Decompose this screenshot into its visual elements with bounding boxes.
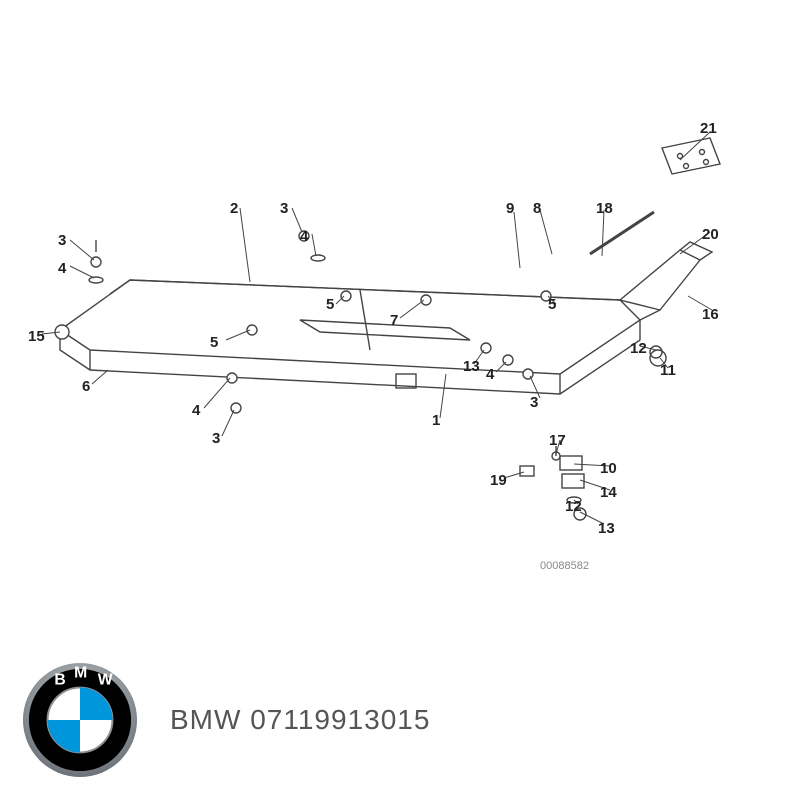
callout-5: 5 <box>326 296 334 313</box>
callout-1: 1 <box>432 412 440 429</box>
callout-13: 13 <box>463 358 480 375</box>
part-label: BMW 07119913015 <box>170 704 430 736</box>
callout-20: 20 <box>702 226 719 243</box>
callout-19: 19 <box>490 472 507 489</box>
callout-21: 21 <box>700 120 717 137</box>
callout-5: 5 <box>548 296 556 313</box>
callout-3: 3 <box>212 430 220 447</box>
svg-text:W: W <box>98 672 113 689</box>
callout-15: 15 <box>28 328 45 345</box>
callout-3: 3 <box>530 394 538 411</box>
callout-3: 3 <box>280 200 288 217</box>
svg-text:B: B <box>54 672 65 689</box>
callout-16: 16 <box>702 306 719 323</box>
callout-5: 5 <box>210 334 218 351</box>
callout-10: 10 <box>600 460 617 477</box>
callout-12: 12 <box>565 498 582 515</box>
bmw-logo: B M W <box>20 660 140 780</box>
callout-4: 4 <box>300 228 308 245</box>
svg-text:M: M <box>74 665 87 682</box>
callout-11: 11 <box>660 362 676 379</box>
parts-diagram: 1233334444555678910111212131314151617181… <box>0 0 800 640</box>
callout-3: 3 <box>58 232 66 249</box>
footer: B M W BMW 07119913015 <box>0 640 800 800</box>
callout-12: 12 <box>630 340 647 357</box>
callout-4: 4 <box>486 366 494 383</box>
diagram-svg <box>0 0 800 640</box>
callout-14: 14 <box>600 484 617 501</box>
callout-8: 8 <box>533 200 541 217</box>
callout-2: 2 <box>230 200 238 217</box>
callout-4: 4 <box>58 260 66 277</box>
callout-6: 6 <box>82 378 90 395</box>
brand-text: BMW <box>170 704 241 735</box>
part-number-text: 07119913015 <box>250 704 430 735</box>
diagram-reference-number: 00088582 <box>540 560 589 572</box>
callout-7: 7 <box>390 312 398 329</box>
callout-4: 4 <box>192 402 200 419</box>
callout-18: 18 <box>596 200 613 217</box>
callout-9: 9 <box>506 200 514 217</box>
callout-17: 17 <box>549 432 566 449</box>
callout-13: 13 <box>598 520 615 537</box>
